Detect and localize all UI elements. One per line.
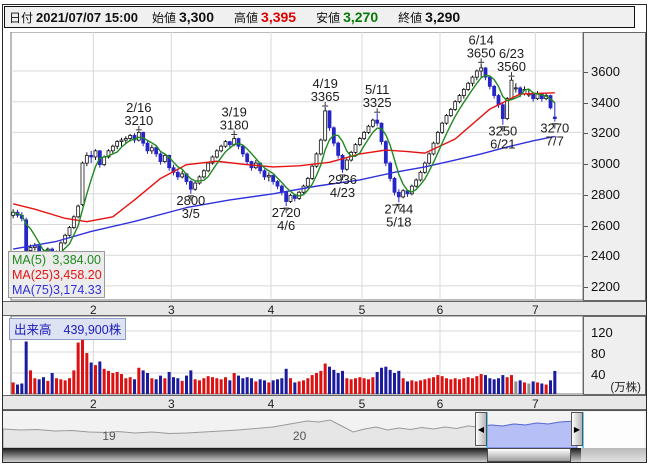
price-axis-label: 2200 bbox=[591, 278, 620, 294]
month-label: 3 bbox=[167, 303, 175, 317]
ma5-value: 3,384.00 bbox=[52, 253, 101, 267]
month-label: 5 bbox=[358, 303, 366, 317]
month-label: 7 bbox=[531, 397, 539, 411]
axis-tick bbox=[584, 164, 588, 166]
scrollbar-thumb[interactable] bbox=[487, 448, 571, 462]
ma25-value: 3,458.20 bbox=[52, 268, 102, 282]
annotation-text: 3180 bbox=[220, 117, 249, 132]
price-axis-label: 3400 bbox=[591, 94, 620, 110]
month-label: 7 bbox=[531, 303, 539, 317]
annotation-text: 7/7 bbox=[546, 134, 564, 149]
price-axis-label: 3600 bbox=[591, 64, 620, 79]
date-label: 日付 bbox=[9, 10, 34, 25]
scrollbar-disabled-zone bbox=[581, 448, 646, 462]
open-label: 始値 bbox=[151, 10, 176, 25]
volume-unit-label: (万株) bbox=[610, 382, 641, 394]
annotation-text: 4/23 bbox=[330, 185, 355, 200]
ma5-legend-row: MA(5) 3,384.00 bbox=[12, 253, 101, 268]
annotation-text: 5/18 bbox=[386, 214, 411, 229]
year-label: 19 bbox=[102, 429, 116, 443]
month-label: 2 bbox=[89, 303, 97, 317]
axis-tick bbox=[584, 133, 588, 135]
month-label: 5 bbox=[358, 397, 366, 411]
scrollbar-track[interactable] bbox=[3, 448, 581, 462]
month-label: 2 bbox=[89, 397, 97, 411]
ma25-legend-row: MA(25) 3,458.20 bbox=[12, 268, 102, 283]
price-axis-label: 2800 bbox=[591, 186, 620, 202]
annotation-text: 4/6 bbox=[277, 218, 295, 233]
month-label: 4 bbox=[267, 303, 275, 317]
annotation-text: 5/11 bbox=[365, 82, 389, 97]
annotation-text: 6/14 bbox=[469, 32, 494, 47]
axis-tick bbox=[584, 72, 588, 73]
ma25-label: MA(25) bbox=[12, 268, 53, 282]
month-label: 6 bbox=[436, 303, 444, 317]
ma5-label: MA(5) bbox=[12, 253, 47, 267]
month-label: 3 bbox=[167, 397, 175, 411]
right-arrow-icon: ▶ bbox=[573, 424, 581, 434]
ma75-label: MA(75) bbox=[12, 283, 53, 297]
volume-readout-label: 出来高 bbox=[14, 323, 52, 337]
annotation-text: 3/5 bbox=[182, 206, 200, 221]
price-x-axis: 2 3 4 5 6 7 bbox=[3, 301, 646, 317]
ma75-legend-row: MA(75) 3,174.33 bbox=[12, 283, 102, 298]
volume-axis-label: 40 bbox=[591, 367, 606, 382]
navigator-right-handle[interactable]: ▶ bbox=[571, 412, 583, 446]
axis-tick bbox=[584, 102, 588, 104]
axis-tick bbox=[584, 225, 588, 227]
quote-header: 日付 2021/07/07 15:00 始値 3,300 高値 3,395 安値… bbox=[4, 6, 635, 28]
annotation-text: 6/23 bbox=[499, 46, 524, 61]
annotation-text: 3/19 bbox=[222, 104, 247, 119]
month-label: 4 bbox=[267, 397, 275, 411]
annotation-text: 3560 bbox=[497, 59, 526, 74]
price-axis-label: 3200 bbox=[591, 125, 620, 141]
close-value: 3,290 bbox=[425, 9, 461, 25]
volume-chart-svg bbox=[10, 316, 583, 395]
axis-tick bbox=[584, 256, 588, 258]
navigator-sparkline bbox=[3, 412, 644, 448]
axis-tick bbox=[584, 286, 588, 288]
high-label: 高値 bbox=[234, 10, 259, 25]
annotation-text: 3365 bbox=[311, 89, 340, 104]
axis-tick bbox=[584, 194, 588, 196]
annotation-text: 6/21 bbox=[490, 137, 515, 152]
month-label: 6 bbox=[436, 397, 444, 411]
year-label: 20 bbox=[292, 429, 307, 443]
ma-legend: MA(5) 3,384.00 MA(25) 3,458.20 MA(75) 3,… bbox=[8, 251, 105, 298]
annotation-text: 2/16 bbox=[126, 100, 151, 115]
low-value: 3,270 bbox=[343, 9, 379, 25]
volume-axis-label: 80 bbox=[591, 346, 606, 361]
volume-readout: 出来高 439,900株 bbox=[9, 318, 127, 340]
low-label: 安値 bbox=[316, 10, 341, 25]
annotation-text: 3650 bbox=[467, 45, 496, 60]
volume-x-axis: 2 3 4 5 6 7 bbox=[3, 395, 646, 411]
annotation-text: 3210 bbox=[124, 113, 153, 128]
open-value: 3,300 bbox=[178, 9, 215, 25]
price-y-axis: 3600 3400 3200 3000 2800 2600 2400 2200 bbox=[583, 32, 646, 301]
annotation-text: 4/19 bbox=[313, 76, 338, 91]
high-value: 3,395 bbox=[261, 9, 297, 25]
date-value: 2021/07/07 15:00 bbox=[36, 9, 138, 25]
price-axis-label: 3000 bbox=[591, 156, 620, 172]
volume-y-axis: 120 80 40 (万株) bbox=[583, 316, 646, 395]
volume-readout-value: 439,900株 bbox=[63, 323, 122, 337]
navigator-left-handle[interactable]: ◀ bbox=[475, 412, 487, 446]
price-axis-label: 2600 bbox=[591, 217, 620, 233]
ma75-value: 3,174.33 bbox=[52, 283, 102, 297]
annotation-text: 3325 bbox=[363, 95, 392, 110]
left-arrow-icon: ◀ bbox=[477, 424, 485, 434]
close-label: 終値 bbox=[398, 10, 423, 25]
volume-axis-label: 120 bbox=[591, 325, 613, 340]
navigator-panel[interactable] bbox=[3, 410, 646, 448]
chart-window: 日付 2021/07/07 15:00 始値 3,300 高値 3,395 安値… bbox=[2, 4, 647, 463]
price-axis-label: 2400 bbox=[591, 248, 620, 264]
